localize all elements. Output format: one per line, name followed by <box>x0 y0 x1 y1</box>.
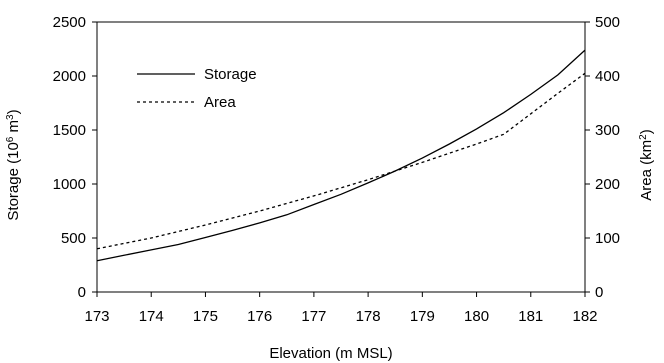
legend-label-storage: Storage <box>204 66 257 83</box>
left-y-tick-label-1500: 1500 <box>53 122 86 139</box>
axes: 173 174 175 176 177 178 179 180 181 1820500100015… <box>53 14 620 325</box>
left-y-axis-title-mid: m <box>5 120 22 137</box>
legend-label-area: Area <box>204 94 236 111</box>
left-y-tick-label-2500: 2500 <box>53 14 86 31</box>
x-tick-label-178: 178 <box>356 308 381 325</box>
series-line-area <box>96 72 586 250</box>
right-y-tick-label-200: 200 <box>595 176 620 193</box>
right-y-axis-title: Area (km2) <box>638 129 656 200</box>
x-tick-label-176: 176 <box>247 308 272 325</box>
right-y-axis-title-sup: 2 <box>638 134 649 140</box>
right-y-axis-title-main: Area (km <box>638 140 655 201</box>
series-layer <box>96 49 586 262</box>
x-tick-label-177: 177 <box>301 308 326 325</box>
x-tick-label-182: 182 <box>572 308 597 325</box>
x-tick-label-179: 179 <box>410 308 435 325</box>
x-tick-label-175: 175 <box>193 308 218 325</box>
series-line-storage <box>96 49 586 262</box>
left-y-tick-label-500: 500 <box>61 230 86 247</box>
left-y-axis-title-sup2: 3 <box>5 114 16 120</box>
right-y-axis-title-end: ) <box>638 129 655 134</box>
left-y-tick-label-2000: 2000 <box>53 68 86 85</box>
left-y-axis-title-sup1: 6 <box>5 136 16 142</box>
x-tick-label-180: 180 <box>464 308 489 325</box>
left-y-axis-title: Storage (106 m3) <box>5 109 23 220</box>
x-tick-label-181: 181 <box>518 308 543 325</box>
x-axis-title: Elevation (m MSL) <box>269 345 392 362</box>
x-tick-label-173: 173 <box>84 308 109 325</box>
right-y-tick-label-0: 0 <box>595 284 603 301</box>
left-y-axis-title-end: ) <box>5 109 22 114</box>
left-y-tick-label-0: 0 <box>78 284 86 301</box>
legend: Storage Area <box>137 66 257 111</box>
left-y-axis-title-main: Storage (10 <box>5 142 22 220</box>
left-y-tick-label-1000: 1000 <box>53 176 86 193</box>
plot-frame <box>96 21 586 293</box>
right-y-tick-label-100: 100 <box>595 230 620 247</box>
x-tick-label-174: 174 <box>139 308 164 325</box>
right-y-tick-label-500: 500 <box>595 14 620 31</box>
right-y-tick-label-400: 400 <box>595 68 620 85</box>
right-y-tick-label-300: 300 <box>595 122 620 139</box>
